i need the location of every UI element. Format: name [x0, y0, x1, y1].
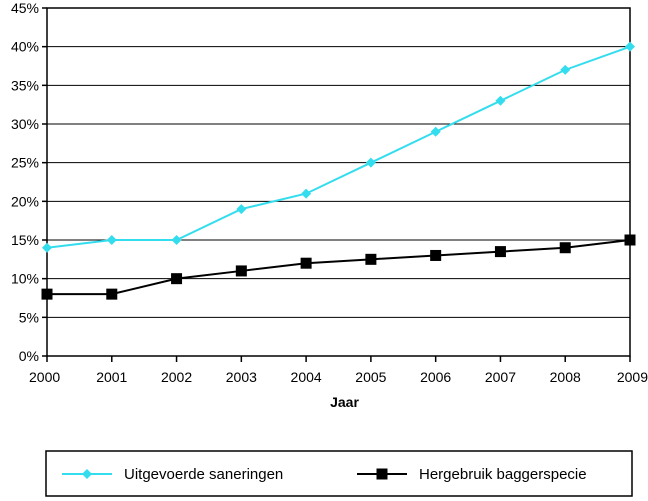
- x-axis: 2000 2001 2002 2003 2004 2005 2006 2007 2008 2009: [29, 356, 648, 385]
- x-tick-label: 2000: [29, 369, 60, 385]
- data-point: [300, 257, 312, 269]
- data-point: [495, 95, 506, 106]
- data-point: [41, 288, 53, 300]
- y-tick-label: 35%: [11, 77, 39, 93]
- data-point: [301, 188, 312, 199]
- x-axis-title: Jaar: [330, 394, 359, 410]
- legend-entry: Hergebruik baggerspecie: [357, 466, 587, 483]
- data-point: [42, 242, 52, 253]
- series-line: [46, 45, 631, 249]
- y-tick-label: 25%: [11, 155, 39, 171]
- legend: Uitgevoerde saneringen Hergebruik baggers…: [45, 450, 633, 497]
- x-tick-label: 2004: [291, 369, 322, 385]
- x-tick-label: 2003: [226, 369, 257, 385]
- y-tick-label: 0%: [19, 348, 39, 364]
- y-tick-label: 15%: [11, 232, 39, 248]
- x-tick-label: 2006: [420, 369, 451, 385]
- legend-entry: Uitgevoerde saneringen: [62, 466, 283, 483]
- data-point: [236, 204, 247, 215]
- legend-box: [45, 450, 633, 497]
- data-point: [624, 234, 636, 246]
- y-tick-label: 30%: [11, 116, 39, 132]
- y-axis: 0% 5% 10% 15% 20% 25% 30% 35% 40% 45%: [11, 0, 47, 364]
- data-point: [235, 265, 247, 277]
- x-tick-label: 2001: [96, 369, 127, 385]
- series-square: [41, 234, 636, 300]
- data-point: [430, 126, 441, 137]
- data-point: [365, 253, 377, 265]
- data-point: [365, 157, 376, 168]
- x-tick-label: 2007: [485, 369, 516, 385]
- x-tick-label: 2005: [355, 369, 386, 385]
- data-point: [171, 235, 182, 245]
- legend-label: Uitgevoerde saneringen: [124, 466, 283, 483]
- x-tick-label: 2002: [161, 369, 192, 385]
- data-point: [106, 288, 118, 300]
- x-tick-label: 2009: [617, 369, 648, 385]
- y-tick-label: 40%: [11, 39, 39, 55]
- legend-label: Hergebruik baggerspecie: [419, 466, 587, 483]
- data-point: [494, 246, 506, 258]
- y-tick-label: 20%: [11, 193, 39, 209]
- data-point: [171, 273, 183, 285]
- series-diamond: [42, 41, 635, 253]
- x-tick-label: 2008: [550, 369, 581, 385]
- series-line: [47, 239, 631, 296]
- data-point: [559, 242, 571, 254]
- gridlines: [47, 46, 630, 318]
- legend-marker: [376, 468, 388, 480]
- data-point: [106, 235, 117, 245]
- data-point: [430, 249, 442, 261]
- y-tick-label: 45%: [11, 0, 39, 16]
- y-tick-label: 10%: [11, 271, 39, 287]
- data-point: [560, 64, 571, 75]
- series-layer: [41, 41, 636, 300]
- data-point: [625, 41, 635, 52]
- y-tick-label: 5%: [19, 309, 39, 325]
- legend-marker: [82, 469, 92, 479]
- plot-frame: [46, 7, 631, 357]
- legend-items: Uitgevoerde saneringen Hergebruik baggers…: [62, 466, 587, 483]
